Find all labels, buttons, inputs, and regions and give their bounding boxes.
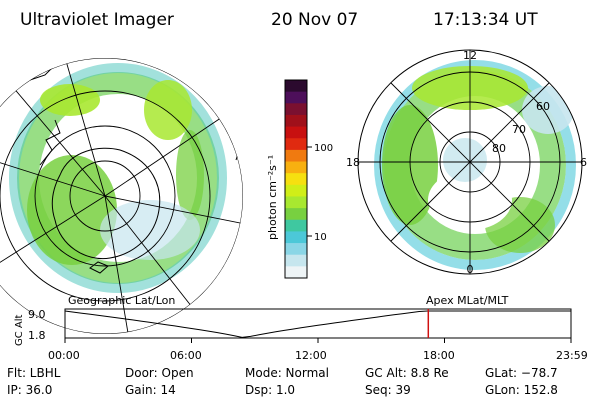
status-dsp: Dsp: 1.0 [245, 383, 295, 397]
time-tick-0600: 06:00 [170, 349, 202, 362]
status-glat: GLat: −78.7 [485, 366, 558, 380]
status-seq: Seq: 39 [365, 383, 411, 397]
colorbar-segment [285, 254, 307, 267]
altitude-plot: GC Alt 9.0 1.8 00:00 06:00 12:00 18:00 2… [14, 308, 588, 362]
status-door: Door: Open [125, 366, 194, 380]
mlat-label-60: 60 [536, 100, 550, 113]
altitude-axis-label: GC Alt [14, 314, 25, 346]
right-map-caption: Apex MLat/MLT [426, 294, 509, 307]
mlat-label-70: 70 [512, 123, 526, 136]
colorbar-unit-label: photon cm⁻²s⁻¹ [266, 155, 279, 240]
colorbar-segment [285, 184, 307, 197]
time-tick-0000: 00:00 [48, 349, 80, 362]
colorbar-segment [285, 126, 307, 139]
status-panel: Flt: LBHL IP: 36.0 Door: Open Gain: 14 M… [7, 366, 558, 397]
mlt-label-6: 6 [580, 156, 587, 169]
mlat-label-80: 80 [492, 142, 506, 155]
colorbar-segment [285, 208, 307, 221]
colorbar-segment [285, 114, 307, 128]
time-tick-2359: 23:59 [556, 349, 588, 362]
colorbar-segment [285, 173, 307, 186]
altitude-tick-1-8: 1.8 [28, 329, 46, 342]
colorbar-segment [285, 219, 307, 232]
status-gc-alt: GC Alt: 8.8 Re [365, 366, 449, 380]
left-map-caption: Geographic Lat/Lon [68, 294, 175, 307]
mlt-label-18: 18 [346, 156, 360, 169]
colorbar-segment [285, 138, 307, 151]
header-time: 17:13:34 UT [433, 10, 538, 30]
altitude-tick-9: 9.0 [28, 308, 46, 321]
colorbar-segment [285, 231, 307, 244]
colorbar-tick-10: 10 [314, 232, 327, 243]
mlt-label-0: 0 [467, 263, 474, 276]
intensity-colorbar: 100 10 photon cm⁻²s⁻¹ [266, 79, 333, 279]
instrument-title: Ultraviolet Imager [20, 10, 174, 30]
magnetic-map: 12 18 6 0 60 70 80 [346, 49, 587, 276]
colorbar-segment [285, 149, 307, 163]
colorbar-segment [285, 103, 307, 116]
status-glon: GLon: 152.8 [485, 383, 558, 397]
colorbar-tick-100: 100 [314, 143, 333, 154]
header-date: 20 Nov 07 [271, 10, 358, 30]
status-mode: Mode: Normal [245, 366, 329, 380]
mlt-label-12: 12 [463, 49, 477, 62]
colorbar-segment [285, 266, 307, 279]
colorbar-segment [285, 196, 307, 209]
colorbar-segment [285, 161, 307, 174]
colorbar-segment [285, 91, 307, 104]
colorbar-segment [285, 80, 307, 93]
status-gain: Gain: 14 [125, 383, 176, 397]
time-tick-1800: 18:00 [423, 349, 455, 362]
status-filter: Flt: LBHL [7, 366, 61, 380]
colorbar-segment [285, 243, 307, 256]
time-tick-1200: 12:00 [295, 349, 327, 362]
status-ip: IP: 36.0 [7, 383, 52, 397]
